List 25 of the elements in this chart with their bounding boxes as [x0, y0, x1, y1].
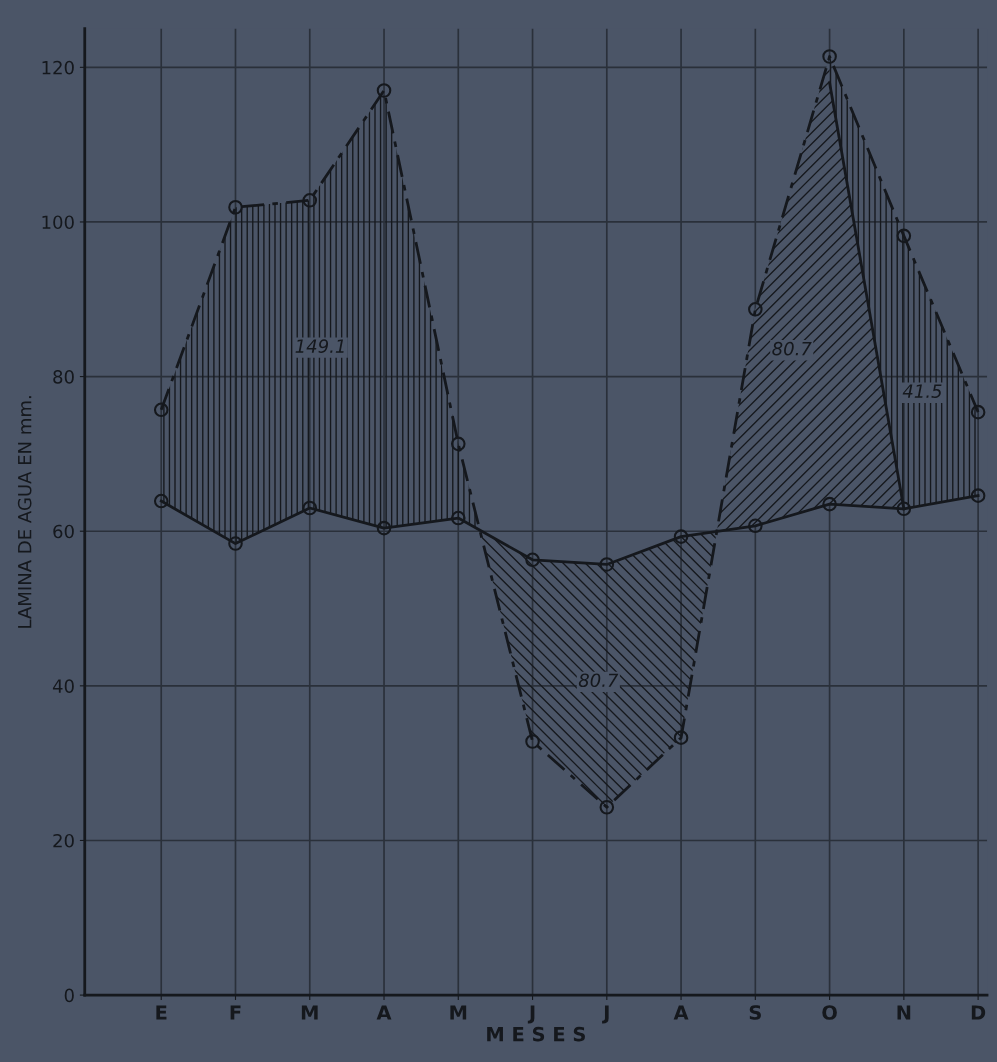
y-tick-label: 0 [64, 988, 74, 1003]
x-axis-title: M E S E S [487, 1026, 585, 1042]
y-tick-label: 80 [53, 370, 74, 384]
x-tick-label: J [527, 1005, 535, 1024]
y-tick-label: 120 [42, 60, 74, 75]
x-tick-label: J [602, 1005, 609, 1024]
y-tick-label: 40 [52, 679, 74, 693]
x-tick-label: N [897, 1005, 911, 1020]
x-tick-label: S [749, 1005, 761, 1020]
annotation: 80.7 [578, 673, 619, 688]
annotation: 41.5 [902, 384, 942, 398]
annotation: 80.7 [772, 341, 812, 356]
x-tick-label: M [450, 1005, 467, 1020]
annotation: 149.1 [295, 339, 344, 353]
x-tick-label: E [156, 1005, 167, 1020]
x-tick-label: A [376, 1005, 392, 1020]
x-tick-label: A [673, 1005, 689, 1020]
y-tick-label: 20 [53, 833, 74, 848]
y-tick-label: 60 [53, 524, 74, 539]
x-tick-label: M [301, 1005, 318, 1020]
y-tick-label: 100 [42, 215, 74, 230]
x-tick-label: D [971, 1005, 986, 1020]
y-axis-title: LAMINA DE AGUA EN mm. [17, 396, 32, 628]
x-tick-label: F [230, 1005, 241, 1020]
x-tick-label: O [822, 1005, 837, 1020]
